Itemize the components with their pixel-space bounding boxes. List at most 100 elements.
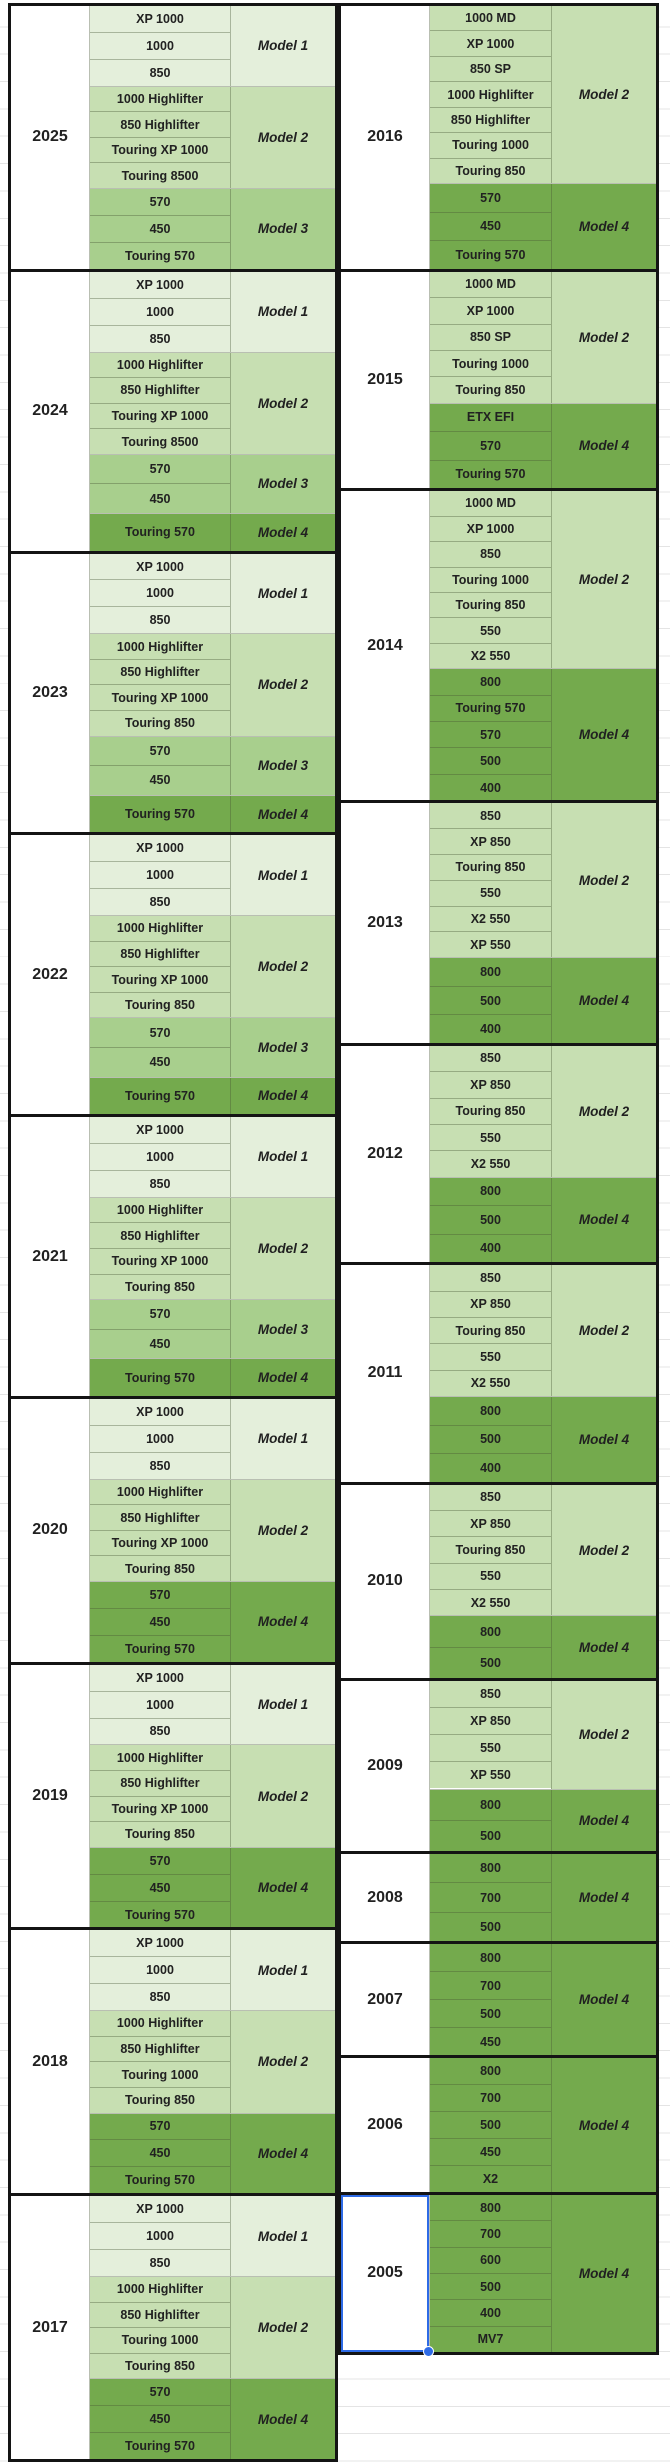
model-cell[interactable]: 1000 — [90, 1956, 230, 1984]
model-cell[interactable]: XP 1000 — [90, 271, 230, 298]
model-cell[interactable]: 850 — [90, 1717, 230, 1745]
model-group-label[interactable]: Model 4 — [230, 2113, 335, 2194]
model-cell[interactable]: Touring 8500 — [90, 162, 230, 189]
model-cell[interactable]: Touring 850 — [90, 2086, 230, 2113]
model-cell[interactable]: XP 1000 — [430, 30, 551, 56]
model-cell[interactable]: XP 1000 — [90, 6, 230, 32]
model-cell[interactable]: 450 — [430, 2137, 551, 2165]
model-cell[interactable]: 1000 — [90, 297, 230, 325]
model-group-label[interactable]: Model 4 — [551, 184, 656, 269]
model-cell[interactable]: 570 — [90, 1581, 230, 1608]
model-cell[interactable]: 800 — [430, 1177, 551, 1206]
model-cell[interactable]: 500 — [430, 2111, 551, 2138]
model-cell[interactable]: 1000 MD — [430, 491, 551, 516]
year-cell[interactable]: 2021 — [11, 1117, 90, 1396]
model-cell[interactable]: 800 — [430, 1616, 551, 1647]
model-cell[interactable]: X2 — [430, 2164, 551, 2192]
model-group-label[interactable]: Model 4 — [230, 513, 335, 551]
model-group-label[interactable]: Model 4 — [551, 2058, 656, 2192]
model-group-label[interactable]: Model 4 — [230, 1077, 335, 1115]
model-group-label[interactable]: Model 2 — [551, 1484, 656, 1616]
model-cell[interactable]: Touring 1000 — [430, 132, 551, 158]
year-cell[interactable]: 2014 — [341, 491, 430, 801]
model-group-label[interactable]: Model 3 — [230, 1018, 335, 1077]
model-cell[interactable]: Touring 570 — [430, 694, 551, 722]
model-group-label[interactable]: Model 3 — [230, 189, 335, 269]
model-cell[interactable]: Touring 850 — [430, 591, 551, 618]
model-group-label[interactable]: Model 2 — [230, 1745, 335, 1847]
year-cell[interactable]: 2009 — [341, 1680, 430, 1851]
model-cell[interactable]: 500 — [430, 1999, 551, 2028]
model-cell[interactable]: Touring 850 — [90, 1555, 230, 1581]
year-cell[interactable]: 2018 — [11, 1930, 90, 2194]
model-cell[interactable]: XP 1000 — [90, 1117, 230, 1144]
model-cell[interactable]: 570 — [90, 454, 230, 484]
model-cell[interactable]: 800 — [430, 2058, 551, 2085]
model-group-label[interactable]: Model 2 — [551, 6, 656, 184]
model-cell[interactable]: Touring 1000 — [430, 349, 551, 377]
model-cell[interactable]: Touring 570 — [90, 1359, 230, 1396]
model-group-label[interactable]: Model 4 — [551, 1177, 656, 1263]
model-cell[interactable]: 600 — [430, 2246, 551, 2273]
model-group-label[interactable]: Model 2 — [230, 2276, 335, 2379]
model-cell[interactable]: Touring 8500 — [90, 428, 230, 454]
model-cell[interactable]: 1000 — [90, 1690, 230, 1718]
model-cell[interactable]: 450 — [90, 1046, 230, 1077]
model-cell[interactable]: 800 — [430, 1397, 551, 1425]
model-cell[interactable]: Touring 570 — [90, 513, 230, 551]
year-cell[interactable]: 2012 — [341, 1045, 430, 1263]
model-cell[interactable]: Touring XP 1000 — [90, 1529, 230, 1556]
year-cell[interactable]: 2020 — [11, 1398, 90, 1662]
model-cell[interactable]: 850 Highlifter — [430, 106, 551, 133]
model-cell[interactable]: 570 — [90, 1847, 230, 1874]
model-cell[interactable]: 1000 — [90, 861, 230, 889]
model-group-label[interactable]: Model 1 — [230, 1117, 335, 1197]
model-cell[interactable]: X2 550 — [430, 642, 551, 669]
model-cell[interactable]: 1000 MD — [430, 6, 551, 31]
model-cell[interactable]: 1000 Highlifter — [90, 2011, 230, 2036]
year-cell[interactable]: 2016 — [341, 6, 430, 269]
model-cell[interactable]: 850 Highlifter — [90, 658, 230, 685]
year-cell[interactable]: 2025 — [11, 6, 90, 269]
year-cell[interactable]: 2006 — [341, 2058, 430, 2192]
model-group-label[interactable]: Model 2 — [551, 1045, 656, 1177]
model-group-label[interactable]: Model 4 — [230, 1847, 335, 1928]
model-cell[interactable]: 1000 — [90, 2222, 230, 2250]
model-cell[interactable]: XP 850 — [430, 1071, 551, 1098]
model-cell[interactable]: XP 1000 — [90, 1930, 230, 1957]
model-cell[interactable]: 700 — [430, 1882, 551, 1912]
model-group-label[interactable]: Model 2 — [551, 1680, 656, 1789]
model-group-label[interactable]: Model 4 — [230, 795, 335, 833]
model-group-label[interactable]: Model 2 — [230, 916, 335, 1018]
model-cell[interactable]: 800 — [430, 958, 551, 986]
model-group-label[interactable]: Model 2 — [551, 803, 656, 958]
model-cell[interactable]: 500 — [430, 1911, 551, 1942]
model-cell[interactable]: 850 Highlifter — [90, 940, 230, 967]
model-cell[interactable]: 450 — [430, 2027, 551, 2056]
selection-handle[interactable] — [423, 2345, 434, 2357]
model-cell[interactable]: 570 — [90, 189, 230, 215]
model-cell[interactable]: 570 — [430, 431, 551, 460]
model-cell[interactable]: Touring 570 — [430, 240, 551, 269]
model-cell[interactable]: 450 — [430, 211, 551, 241]
model-cell[interactable]: 850 Highlifter — [90, 1770, 230, 1796]
model-group-label[interactable]: Model 4 — [551, 669, 656, 801]
model-cell[interactable]: 800 — [430, 669, 551, 695]
model-cell[interactable]: 850 Highlifter — [90, 377, 230, 403]
model-cell[interactable]: Touring 850 — [90, 710, 230, 736]
model-cell[interactable]: 400 — [430, 2299, 551, 2326]
model-group-label[interactable]: Model 1 — [230, 1398, 335, 1479]
model-cell[interactable]: ETX EFI — [430, 403, 551, 432]
model-group-label[interactable]: Model 2 — [230, 1479, 335, 1581]
model-group-label[interactable]: Model 1 — [230, 2196, 335, 2276]
model-cell[interactable]: 700 — [430, 2084, 551, 2111]
model-group-label[interactable]: Model 4 — [551, 403, 656, 489]
model-cell[interactable]: 400 — [430, 1453, 551, 1482]
model-cell[interactable]: 700 — [430, 2220, 551, 2247]
model-cell[interactable]: Touring 850 — [90, 1273, 230, 1300]
model-group-label[interactable]: Model 4 — [230, 1359, 335, 1396]
model-group-label[interactable]: Model 4 — [551, 1944, 656, 2056]
model-cell[interactable]: 850 — [430, 1484, 551, 1510]
model-cell[interactable]: Touring 1000 — [90, 2061, 230, 2087]
model-cell[interactable]: XP 550 — [430, 1761, 551, 1789]
